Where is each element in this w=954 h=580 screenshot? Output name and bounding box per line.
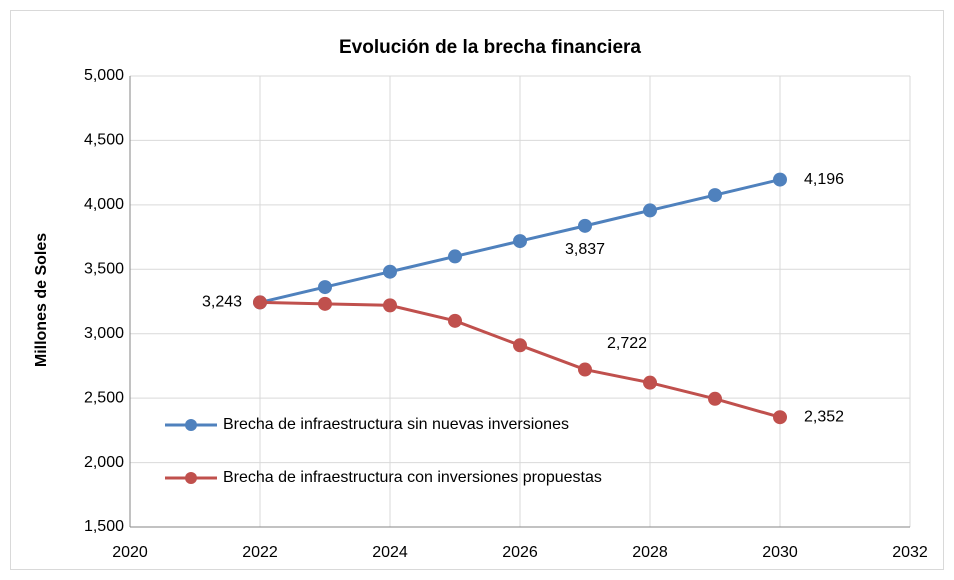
- chart-frame: [10, 10, 944, 570]
- data-label: 3,837: [565, 241, 605, 258]
- legend-entry: Brecha de infraestructura con inversione…: [223, 469, 602, 486]
- data-point: [708, 391, 722, 406]
- y-tick-label: 5,000: [84, 67, 124, 84]
- data-point: [448, 249, 462, 264]
- legend-swatch-marker: [185, 419, 197, 431]
- data-point: [773, 172, 787, 187]
- data-point: [578, 218, 592, 233]
- y-axis-label: Millones de Soles: [33, 233, 50, 367]
- data-label: 2,722: [607, 335, 647, 352]
- y-tick-label: 1,500: [84, 518, 124, 535]
- data-point: [318, 280, 332, 295]
- data-label: 2,352: [804, 408, 844, 425]
- chart-title: Evolución de la brecha financiera: [339, 37, 641, 58]
- x-tick-label: 2028: [632, 544, 668, 561]
- y-tick-label: 3,000: [84, 325, 124, 342]
- data-point: [383, 264, 397, 279]
- y-tick-label: 4,000: [84, 196, 124, 213]
- data-label: 4,196: [804, 171, 844, 188]
- data-point: [773, 410, 787, 425]
- data-point: [448, 313, 462, 328]
- data-point: [513, 234, 527, 249]
- y-tick-label: 2,000: [84, 454, 124, 471]
- x-tick-label: 2024: [372, 544, 408, 561]
- data-point: [383, 298, 397, 313]
- data-point: [578, 362, 592, 377]
- data-point: [643, 375, 657, 390]
- y-tick-label: 3,500: [84, 261, 124, 278]
- legend-entry: Brecha de infraestructura sin nuevas inv…: [223, 416, 569, 433]
- x-tick-label: 2030: [762, 544, 798, 561]
- data-point: [253, 295, 267, 310]
- x-tick-label: 2022: [242, 544, 278, 561]
- x-tick-label: 2020: [112, 544, 148, 561]
- data-point: [643, 203, 657, 218]
- y-tick-label: 4,500: [84, 132, 124, 149]
- data-point: [708, 188, 722, 203]
- legend-swatch-marker: [185, 472, 197, 484]
- x-tick-label: 2026: [502, 544, 538, 561]
- data-label: 3,243: [202, 294, 242, 311]
- data-point: [318, 296, 332, 311]
- legend-label: Brecha de infraestructura con inversione…: [223, 469, 602, 486]
- legend-label: Brecha de infraestructura sin nuevas inv…: [223, 416, 569, 433]
- y-tick-label: 2,500: [84, 389, 124, 406]
- data-point: [513, 338, 527, 353]
- x-tick-label: 2032: [892, 544, 928, 561]
